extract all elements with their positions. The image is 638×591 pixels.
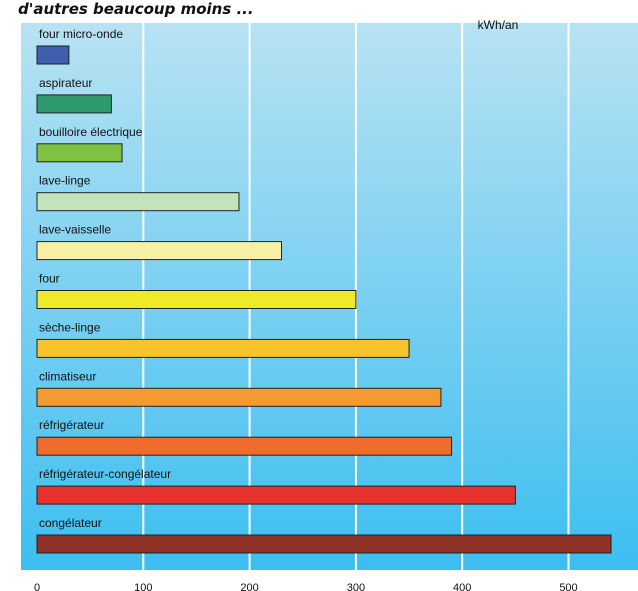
bar bbox=[36, 143, 123, 163]
bar bbox=[36, 387, 442, 407]
bar bbox=[36, 485, 516, 505]
category-label: lave-linge bbox=[39, 174, 91, 188]
bar bbox=[36, 192, 240, 212]
x-tick-label: 0 bbox=[34, 582, 40, 591]
chart-caption: d'autres beaucoup moins ... bbox=[18, 0, 254, 18]
bar bbox=[36, 534, 612, 554]
x-tick-label: 500 bbox=[559, 582, 577, 591]
x-tick-label: 100 bbox=[134, 582, 152, 591]
category-label: réfrigérateur bbox=[39, 418, 104, 432]
category-label: sèche-linge bbox=[39, 320, 101, 334]
bar bbox=[36, 94, 112, 114]
x-tick-label: 300 bbox=[347, 582, 365, 591]
category-label: aspirateur bbox=[39, 76, 92, 90]
category-label: lave-vaisselle bbox=[39, 223, 111, 237]
bar bbox=[36, 436, 453, 456]
unit-label: kWh/an bbox=[478, 18, 519, 32]
category-label: bouilloire électrique bbox=[39, 125, 143, 139]
bars bbox=[36, 45, 612, 554]
category-label: réfrigérateur-congélateur bbox=[39, 467, 171, 481]
bar bbox=[36, 45, 70, 65]
category-label: four bbox=[39, 272, 60, 286]
x-axis-ticks: 0 100 200 300 400 500 bbox=[34, 582, 578, 591]
category-label: four micro-onde bbox=[39, 27, 123, 41]
category-label: climatiseur bbox=[39, 369, 96, 383]
bar bbox=[36, 290, 357, 309]
bar bbox=[36, 338, 410, 358]
category-labels: four micro-onde aspirateur bouilloire élec… bbox=[39, 27, 171, 530]
x-tick-label: 400 bbox=[453, 582, 471, 591]
category-label: congélateur bbox=[39, 516, 102, 530]
x-tick-label: 200 bbox=[240, 582, 258, 591]
bar bbox=[36, 241, 282, 261]
